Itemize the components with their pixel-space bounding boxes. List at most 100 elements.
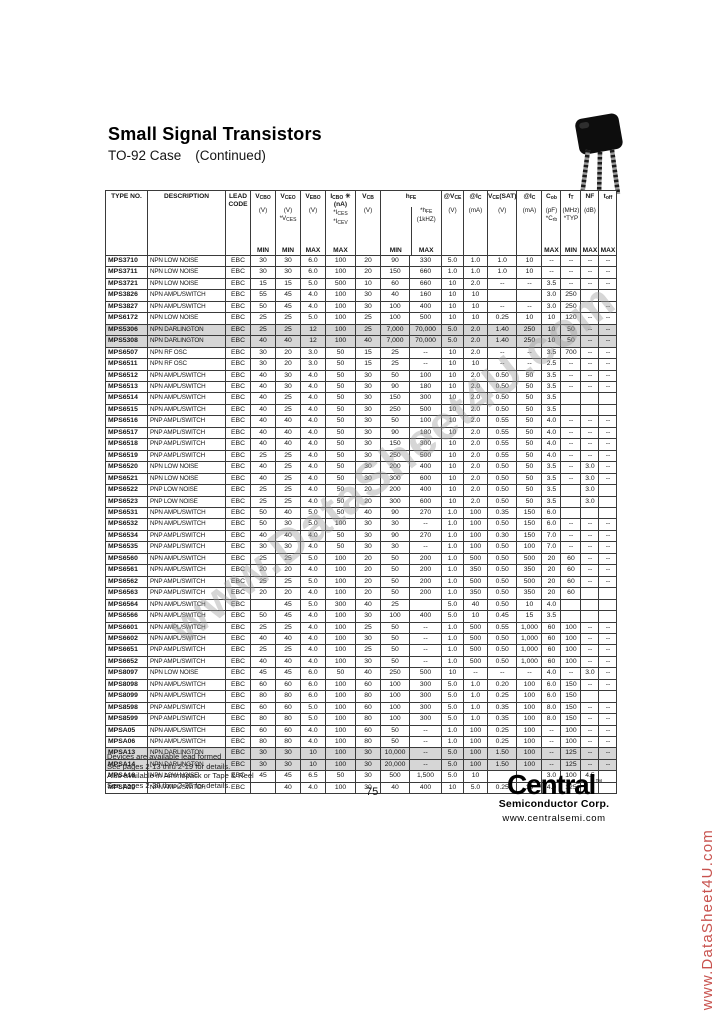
spec-cell: 60: [560, 587, 582, 600]
spec-cell: [580, 289, 600, 302]
spec-cell: 1,000: [516, 655, 543, 669]
spec-cell: 60: [250, 678, 276, 692]
spec-cell: 6.0: [541, 506, 562, 520]
spec-cell: --: [560, 438, 582, 451]
spec-cell: [560, 484, 582, 497]
spec-cell: 100: [380, 312, 410, 325]
spec-cell: EBC: [225, 403, 251, 417]
spec-cell: 300: [380, 472, 410, 486]
spec-cell: PNP AMPL/SWITCH: [147, 701, 226, 715]
spec-cell: NPN AMPL/SWITCH: [147, 610, 226, 623]
type-no-cell: MPS6652: [105, 655, 148, 669]
spec-cell: 50: [516, 392, 543, 405]
spec-cell: --: [598, 426, 618, 440]
spec-cell: 100: [516, 713, 543, 726]
spec-cell: NPN AMPL/SWITCH: [147, 678, 226, 692]
spec-cell: 2.0: [463, 415, 488, 428]
type-no-cell: MPSA13: [105, 747, 148, 760]
spec-cell: 40: [250, 438, 276, 451]
type-no-cell: MPS6517: [105, 426, 148, 440]
spec-cell: 30: [355, 747, 381, 760]
spec-cell: 100: [325, 724, 356, 738]
spec-cell: 3.5: [541, 380, 562, 394]
spec-cell: [580, 392, 600, 405]
spec-cell: --: [598, 552, 618, 566]
spec-cell: NPN AMPL/SWITCH: [147, 506, 226, 520]
spec-cell: 100: [325, 587, 356, 600]
spec-cell: 10: [441, 358, 464, 371]
spec-cell: 350: [463, 564, 488, 577]
spec-cell: 500: [409, 312, 442, 325]
spec-cell: 20: [250, 564, 276, 577]
spec-cell: 50: [325, 449, 356, 463]
spec-cell: 270: [409, 529, 442, 543]
spec-cell: 0.30: [486, 529, 518, 543]
spec-cell: --: [580, 678, 600, 692]
spec-cell: --: [598, 667, 618, 680]
spec-cell: 0.50: [486, 472, 518, 486]
spec-cell: 100: [463, 736, 488, 749]
table-row: MPS3710 NPN LOW NOISE EBC 30 30 6.0 100 20 90 330…: [105, 254, 618, 268]
spec-cell: NPN AMPL/SWITCH: [147, 598, 226, 612]
spec-cell: 4.0: [300, 289, 326, 302]
spec-cell: 30: [355, 610, 381, 623]
spec-cell: --: [580, 541, 600, 554]
spec-cell: 2.0: [463, 426, 488, 440]
spec-cell: 12: [300, 323, 326, 337]
spec-cell: 100: [325, 644, 356, 657]
footnote-line: Devices are available lead formed: [107, 752, 222, 761]
spec-cell: 100: [325, 254, 356, 268]
spec-cell: 400: [409, 781, 442, 795]
spec-cell: 5.0: [441, 770, 464, 783]
spec-cell: 30: [275, 369, 301, 383]
spec-cell: [580, 598, 600, 612]
spec-cell: --: [598, 621, 618, 634]
spec-cell: 15: [355, 358, 381, 371]
column-header-nf: NF (dB) MAX: [580, 190, 600, 256]
spec-cell: 90: [380, 254, 410, 268]
spec-cell: 50: [516, 438, 543, 451]
spec-cell: 5.0: [300, 518, 326, 531]
spec-cell: 2.0: [463, 346, 488, 360]
spec-cell: PNP AMPL/SWITCH: [147, 449, 226, 463]
spec-cell: 20: [541, 575, 562, 589]
spec-cell: --: [486, 346, 518, 360]
spec-cell: 6.0: [541, 690, 562, 703]
spec-cell: 25: [380, 598, 410, 612]
side-watermark: www.DataSheet4U.com: [699, 828, 716, 1010]
spec-cell: 500: [463, 644, 488, 657]
spec-cell: 4.0: [300, 415, 326, 428]
table-row: MPS5308 NPN DARLINGTON EBC 40 40 12 100 40 7,000…: [105, 335, 618, 348]
spec-cell: PNP AMPL/SWITCH: [147, 541, 226, 554]
spec-cell: 0.35: [486, 701, 518, 715]
spec-cell: 0.55: [486, 438, 518, 451]
spec-cell: 4.0: [300, 300, 326, 314]
type-no-cell: MPS6523: [105, 495, 148, 508]
spec-cell: 60: [541, 632, 562, 646]
spec-cell: 10: [463, 358, 488, 371]
spec-cell: 20: [355, 495, 381, 508]
spec-cell: PNP AMPL/SWITCH: [147, 529, 226, 543]
spec-cell: --: [486, 277, 518, 291]
table-row: MPS8097 NPN LOW NOISE EBC 45 45 6.0 50 40 250 500…: [105, 667, 618, 680]
table-row: MPS6522 PNP LOW NOISE EBC 25 25 4.0 50 20 200 400…: [105, 484, 618, 497]
table-row: MPS3711 NPN LOW NOISE EBC 30 30 6.0 100 20 150 66…: [105, 266, 618, 279]
spec-cell: 4.0: [300, 438, 326, 451]
spec-cell: 500: [409, 667, 442, 680]
spec-cell: 500: [409, 449, 442, 463]
spec-cell: NPN AMPL/SWITCH: [147, 518, 226, 531]
spec-cell: EBC: [225, 598, 251, 612]
spec-cell: EBC: [225, 254, 251, 268]
spec-cell: 25: [250, 484, 276, 497]
spec-cell: EBC: [225, 564, 251, 577]
spec-cell: 70,000: [409, 335, 442, 348]
type-no-cell: MPS6516: [105, 415, 148, 428]
spec-cell: 4.0: [541, 598, 562, 612]
table-row: MPS6507 NPN RF OSC EBC 30 20 3.0 50 15 25 -- 10 2.0…: [105, 346, 618, 360]
spec-cell: PNP AMPL/SWITCH: [147, 415, 226, 428]
spec-cell: 20: [275, 587, 301, 600]
spec-cell: 500: [463, 632, 488, 646]
table-row: MPS6523 PNP LOW NOISE EBC 25 25 4.0 50 20 300 600…: [105, 495, 618, 508]
type-no-cell: MPS6566: [105, 610, 148, 623]
spec-cell: PNP LOW NOISE: [147, 495, 226, 508]
